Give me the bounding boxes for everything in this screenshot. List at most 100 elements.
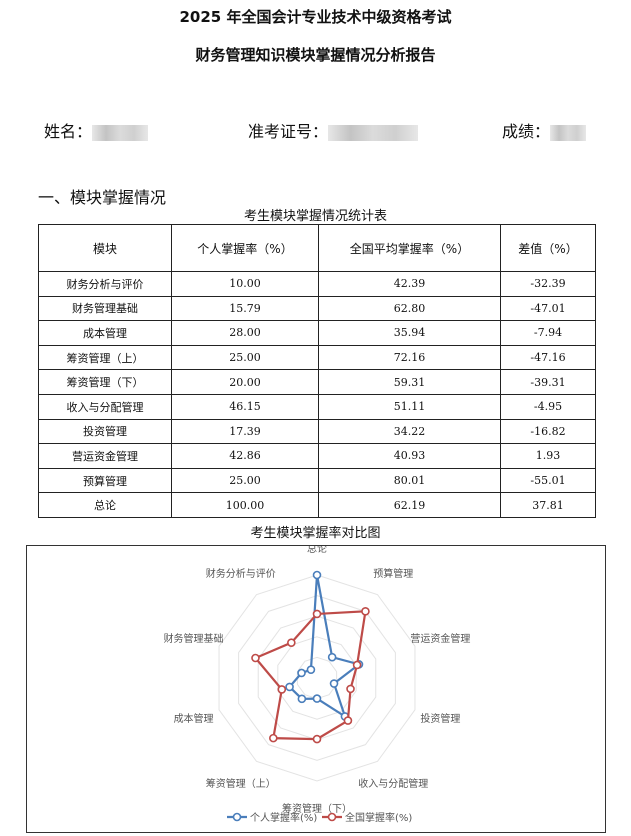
legend-label: 全国掌握率(%)	[345, 811, 412, 824]
table-cell: -47.01	[500, 295, 596, 322]
table-cell: 51.11	[318, 393, 501, 420]
table-cell: 72.16	[318, 344, 501, 371]
data-point	[346, 684, 355, 694]
grid-ring	[277, 636, 357, 720]
score-redacted	[550, 124, 587, 141]
axis-label: 总论	[307, 546, 327, 555]
table-cell: 总论	[38, 492, 172, 518]
table-cell: 40.93	[318, 443, 501, 469]
grid-ring	[296, 656, 338, 700]
data-point	[269, 733, 278, 743]
table-cell: 财务分析与评价	[38, 271, 172, 297]
table-cell: -47.16	[500, 344, 596, 371]
table-cell: -55.01	[500, 467, 596, 494]
table-cell: 财务管理基础	[38, 295, 172, 322]
data-point	[297, 668, 306, 678]
axis-label: 收入与分配管理	[358, 777, 428, 790]
table-cell: 42.39	[318, 271, 501, 297]
table-cell: 42.86	[171, 443, 319, 469]
table-cell: 59.31	[318, 369, 501, 395]
data-point	[277, 685, 287, 694]
axis-label: 财务管理基础	[164, 632, 224, 645]
axis-label: 投资管理	[420, 712, 460, 725]
table-cell: 筹资管理（上）	[38, 344, 172, 371]
axis-label: 成本管理	[174, 712, 214, 725]
table-cell: -7.94	[500, 320, 596, 346]
table-cell: -32.39	[500, 271, 596, 297]
name-redacted	[92, 124, 149, 141]
table-cell: 10.00	[171, 271, 319, 297]
data-point	[329, 679, 339, 688]
table-cell: 15.79	[171, 295, 319, 322]
data-point	[297, 694, 307, 704]
table-cell: -16.82	[500, 418, 596, 445]
table-cell: 营运资金管理	[38, 443, 172, 469]
grid-ring	[238, 595, 396, 761]
data-point	[352, 660, 362, 670]
col-header: 模块	[38, 224, 172, 272]
score-label: 成绩：	[502, 122, 551, 141]
table-row: 财务分析与评价 10.00 42.39 -32.39	[38, 271, 596, 297]
table-row: 预算管理 25.00 80.01 -55.01	[38, 467, 596, 494]
table-row: 投资管理 17.39 34.22 -16.82	[38, 418, 596, 445]
table-cell: -4.95	[500, 393, 596, 420]
table-row: 财务管理基础 15.79 62.80 -47.01	[38, 295, 596, 322]
table-cell: -39.31	[500, 369, 596, 395]
table-row: 成本管理 28.00 35.94 -7.94	[38, 320, 596, 346]
data-point	[327, 652, 337, 662]
data-point	[312, 734, 322, 744]
axis-label: 财务分析与评价	[206, 567, 276, 580]
id-label: 准考证号：	[248, 122, 329, 141]
table-row: 总论 100.00 62.19 37.81	[38, 492, 596, 518]
axis-label: 筹资管理（下）	[282, 802, 352, 815]
col-header: 个人掌握率（%）	[171, 224, 319, 272]
legend-marker	[232, 812, 242, 822]
table-cell: 37.81	[500, 492, 596, 518]
report-title-line1: 2025 年全国会计专业技术中级资格考试	[179, 8, 452, 26]
score-field: 成绩：	[502, 118, 587, 142]
table-cell: 筹资管理（下）	[38, 369, 172, 395]
name-label: 姓名：	[44, 122, 93, 141]
data-point	[361, 607, 370, 616]
chart-title: 考生模块掌握率对比图	[250, 526, 381, 541]
table-cell: 28.00	[171, 320, 319, 346]
table-cell: 预算管理	[38, 467, 172, 494]
data-point	[306, 665, 316, 674]
data-point	[312, 609, 322, 619]
table-cell: 25.00	[171, 467, 319, 494]
report-title-line2: 财务管理知识模块掌握情况分析报告	[195, 46, 436, 64]
section-title: 一、模块掌握情况	[38, 188, 167, 207]
table-cell: 100.00	[171, 492, 319, 518]
legend-marker	[327, 812, 337, 822]
table-cell: 62.19	[318, 492, 501, 518]
table-cell: 62.80	[318, 295, 501, 322]
table-cell: 46.15	[171, 393, 319, 420]
data-point	[312, 570, 322, 580]
data-point	[343, 716, 353, 725]
axis-label: 营运资金管理	[410, 632, 470, 645]
table-cell: 17.39	[171, 418, 319, 445]
table-cell: 收入与分配管理	[38, 393, 172, 420]
table-row: 筹资管理（下） 20.00 59.31 -39.31	[38, 369, 596, 395]
data-point	[312, 694, 322, 703]
table-row: 筹资管理（上） 25.00 72.16 -47.16	[38, 344, 596, 371]
table-cell: 成本管理	[38, 320, 172, 346]
grid-ring	[218, 574, 416, 782]
table-cell: 20.00	[171, 369, 319, 395]
name-field: 姓名：	[44, 118, 149, 142]
table-row: 营运资金管理 42.86 40.93 1.93	[38, 443, 596, 469]
data-point	[287, 638, 296, 647]
id-redacted	[328, 124, 419, 141]
table-cell: 35.94	[318, 320, 501, 346]
col-header: 差值（%）	[500, 224, 596, 272]
axis-label: 筹资管理（上）	[206, 777, 276, 790]
table-caption: 考生模块掌握情况统计表	[243, 209, 387, 224]
stats-table: 模块 个人掌握率（%） 全国平均掌握率（%） 差值（%） 财务分析与评价 10.0…	[38, 224, 596, 518]
col-header: 全国平均掌握率（%）	[318, 224, 501, 272]
radar-chart: 总论 预算管理 营运资金管理 投资管理 收入与分配管理 筹资管理（下） 筹资管理（上） 成本管…	[26, 542, 606, 833]
table-cell: 25.00	[171, 344, 319, 371]
data-point	[251, 653, 260, 663]
table-row: 收入与分配管理 46.15 51.11 -4.95	[38, 393, 596, 420]
